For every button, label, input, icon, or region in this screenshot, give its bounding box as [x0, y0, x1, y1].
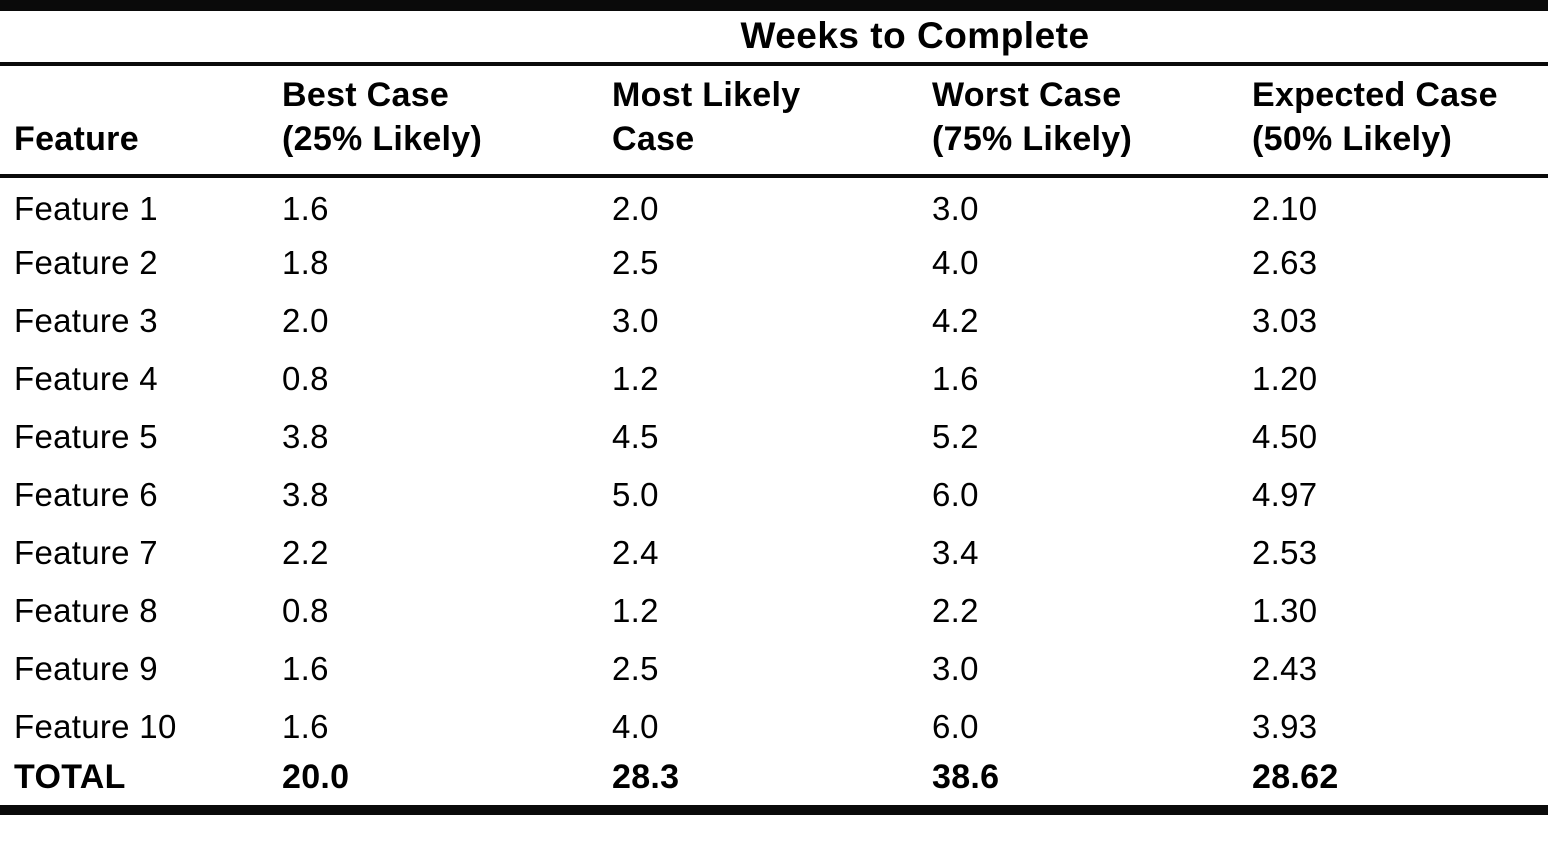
feature-label: Feature 8 [14, 591, 158, 629]
best-case-value: 1.8 [282, 243, 329, 281]
worst-case-value: 3.0 [932, 189, 979, 227]
most-likely-value: 1.2 [612, 359, 659, 397]
feature-label: Feature 2 [14, 243, 158, 281]
weeks-to-complete-table: Weeks to Complete Feature Best Case (25%… [0, 0, 1548, 815]
feature-label: Feature 7 [14, 533, 158, 571]
worst-case-value: 5.2 [932, 417, 979, 455]
best-case-value: 1.6 [282, 707, 329, 745]
column-header-worst-case: Worst Case (75% Likely) [932, 63, 1252, 178]
total-best-case-value: 20.0 [282, 757, 350, 796]
column-header-row: Feature Best Case (25% Likely) Most Like… [0, 63, 1548, 178]
column-header-expected-case: Expected Case (50% Likely) [1252, 63, 1548, 178]
best-case-value: 2.2 [282, 533, 329, 571]
span-header-spacer [0, 5, 282, 66]
most-likely-value: 5.0 [612, 475, 659, 513]
feature-label: Feature 4 [14, 359, 158, 397]
most-likely-value: 4.0 [612, 707, 659, 745]
column-header-most-likely-case: Most Likely Case [612, 63, 932, 178]
table-row-feature-9: Feature 9 1.6 2.5 3.0 2.43 [0, 640, 1548, 698]
worst-case-value: 3.4 [932, 533, 979, 571]
feature-label: Feature 9 [14, 649, 158, 687]
best-case-value: 3.8 [282, 475, 329, 513]
worst-case-value: 1.6 [932, 359, 979, 397]
span-header-row: Weeks to Complete [0, 5, 1548, 66]
expected-case-value: 4.50 [1252, 417, 1318, 455]
worst-case-value: 2.2 [932, 591, 979, 629]
expected-case-value: 4.97 [1252, 475, 1318, 513]
table-row-feature-4: Feature 4 0.8 1.2 1.6 1.20 [0, 350, 1548, 408]
best-case-value: 0.8 [282, 359, 329, 397]
table-row-feature-3: Feature 3 2.0 3.0 4.2 3.03 [0, 292, 1548, 350]
feature-label: Feature 3 [14, 301, 158, 339]
total-worst-case-value: 38.6 [932, 757, 1000, 796]
total-most-likely-value: 28.3 [612, 757, 680, 796]
worst-case-value: 6.0 [932, 707, 979, 745]
expected-case-value: 2.63 [1252, 243, 1318, 281]
worst-case-value: 6.0 [932, 475, 979, 513]
expected-case-value: 2.10 [1252, 189, 1318, 227]
best-case-value: 1.6 [282, 649, 329, 687]
total-expected-case-value: 28.62 [1252, 757, 1339, 796]
table-row-feature-2: Feature 2 1.8 2.5 4.0 2.63 [0, 234, 1548, 292]
feature-label: Feature 6 [14, 475, 158, 513]
table-row-feature-10: Feature 10 1.6 4.0 6.0 3.93 [0, 698, 1548, 756]
worst-case-value: 3.0 [932, 649, 979, 687]
column-header-best-case: Best Case (25% Likely) [282, 63, 612, 178]
expected-case-value: 2.53 [1252, 533, 1318, 571]
worst-case-value: 4.0 [932, 243, 979, 281]
feature-label: Feature 1 [14, 189, 158, 227]
table-row-feature-7: Feature 7 2.2 2.4 3.4 2.53 [0, 524, 1548, 582]
best-case-value: 0.8 [282, 591, 329, 629]
most-likely-value: 3.0 [612, 301, 659, 339]
expected-case-value: 1.30 [1252, 591, 1318, 629]
table-row-feature-6: Feature 6 3.8 5.0 6.0 4.97 [0, 466, 1548, 524]
most-likely-value: 2.5 [612, 243, 659, 281]
feature-label: Feature 10 [14, 707, 177, 745]
expected-case-value: 3.03 [1252, 301, 1318, 339]
table-row-feature-5: Feature 5 3.8 4.5 5.2 4.50 [0, 408, 1548, 466]
table-row-total: TOTAL 20.0 28.3 38.6 28.62 [0, 756, 1548, 810]
most-likely-value: 1.2 [612, 591, 659, 629]
best-case-value: 3.8 [282, 417, 329, 455]
expected-case-value: 3.93 [1252, 707, 1318, 745]
table-title: Weeks to Complete [282, 5, 1548, 66]
most-likely-value: 2.5 [612, 649, 659, 687]
expected-case-value: 1.20 [1252, 359, 1318, 397]
table-row-feature-1: Feature 1 1.6 2.0 3.0 2.10 [0, 176, 1548, 234]
most-likely-value: 2.0 [612, 189, 659, 227]
column-header-feature: Feature [0, 63, 282, 178]
best-case-value: 2.0 [282, 301, 329, 339]
most-likely-value: 2.4 [612, 533, 659, 571]
total-label: TOTAL [14, 757, 126, 796]
best-case-value: 1.6 [282, 189, 329, 227]
table-row-feature-8: Feature 8 0.8 1.2 2.2 1.30 [0, 582, 1548, 640]
most-likely-value: 4.5 [612, 417, 659, 455]
feature-label: Feature 5 [14, 417, 158, 455]
worst-case-value: 4.2 [932, 301, 979, 339]
expected-case-value: 2.43 [1252, 649, 1318, 687]
